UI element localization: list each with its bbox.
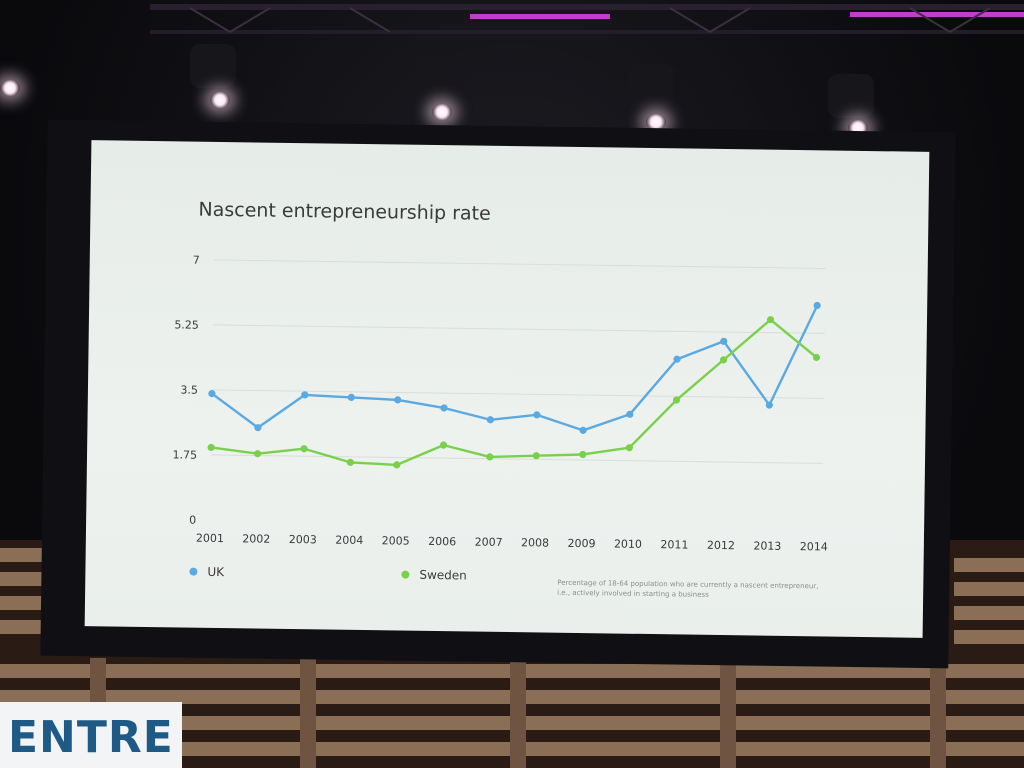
legend-label-sweden: Sweden [419,568,467,583]
data-point-uk [720,337,728,345]
data-point-sweden [439,441,448,449]
data-point-uk [533,411,541,419]
x-tick-label: 2002 [242,532,270,545]
y-tick-label: 1.75 [172,448,197,461]
x-tick-label: 2010 [614,538,642,551]
data-point-uk [347,393,355,401]
data-point-uk [765,401,773,409]
data-point-sweden [486,453,494,461]
stage-lamp [828,74,874,118]
data-point-sweden [579,450,587,459]
x-tick-label: 2008 [521,536,549,549]
x-tick-label: 2001 [196,532,224,545]
data-point-sweden [393,461,401,469]
stage-lamp [628,64,674,108]
x-tick-label: 2013 [753,539,781,552]
stage-light [432,104,452,120]
chart-title: Nascent entrepreneurship rate [198,199,491,225]
data-point-uk [254,424,262,432]
y-tick-label: 0 [189,514,196,527]
x-tick-label: 2006 [428,535,456,548]
grid-line [213,259,826,269]
data-point-uk [301,391,309,399]
grid-line [211,389,824,399]
stage-light [646,114,666,130]
line-chart: Nascent entrepreneurship rate 0 1.75 3.5 5.… [172,199,828,599]
y-tick-label: 3.5 [180,383,198,396]
series-line-uk [211,304,819,432]
data-point-sweden [672,396,681,404]
stage-light [0,80,20,96]
legend-marker-uk [189,567,198,576]
legend-marker-sweden [401,570,410,579]
data-point-uk [440,404,448,412]
chart-note-line-2: i.e., actively involved in starting a bu… [557,589,709,599]
grid-line [212,324,825,334]
lighting-truss [150,4,1024,34]
sponsor-sign: ENTRE [0,702,182,768]
data-point-sweden [253,450,262,458]
data-point-sweden [346,458,354,466]
data-point-sweden [812,353,821,362]
x-tick-label: 2007 [475,536,503,549]
stage-light [210,92,230,108]
y-tick-label: 5.25 [174,318,199,331]
grid-line [211,454,823,464]
stage-lamp [190,44,236,88]
data-point-uk [813,301,821,310]
data-point-uk [673,355,681,363]
data-point-sweden [766,316,775,324]
x-tick-label: 2014 [800,540,828,553]
legend-label-uk: UK [207,565,225,579]
data-point-uk [486,416,494,424]
x-tick-label: 2005 [382,534,410,547]
x-tick-label: 2003 [289,533,317,546]
projector-screen: Nascent entrepreneurship rate 0 1.75 3.5 5.… [84,140,930,638]
x-tick-label: 2004 [335,534,363,547]
data-point-uk [626,410,634,418]
x-tick-label: 2009 [567,537,595,550]
x-tick-label: 2011 [660,538,688,551]
y-tick-label: 7 [193,254,200,267]
data-point-sweden [300,445,308,453]
x-tick-label: 2012 [707,539,735,552]
data-point-sweden [625,444,633,452]
series-line-sweden [210,318,818,467]
data-point-sweden [532,452,540,460]
stage-lamp [414,56,460,100]
data-point-sweden [719,356,728,364]
data-point-sweden [207,443,215,452]
chart-note-line-1: Percentage of 18-64 population who are c… [557,579,818,591]
data-point-uk [579,426,587,434]
sign-text: ENTRE [8,712,174,763]
data-point-uk [394,396,402,404]
data-point-uk [208,389,216,398]
